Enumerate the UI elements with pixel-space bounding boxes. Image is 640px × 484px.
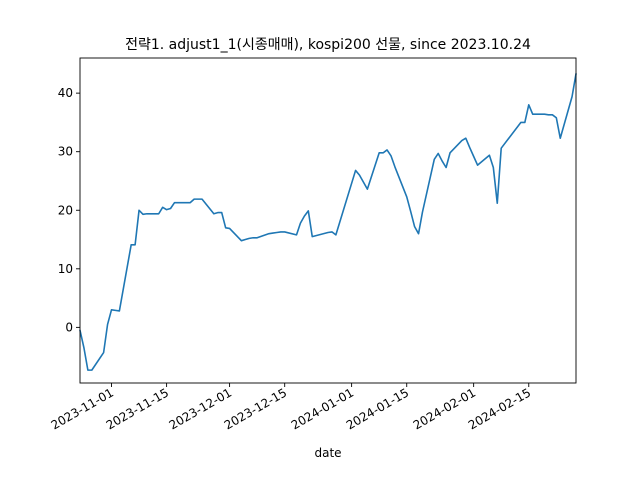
y-tick-label: 0 [65, 320, 73, 334]
y-tick-label: 10 [58, 262, 73, 276]
plot-area [79, 73, 577, 371]
x-axis-label: date [314, 446, 341, 460]
axes-frame [79, 57, 577, 384]
y-tick-label: 30 [58, 145, 73, 159]
chart-title: 전략1. adjust1_1(시종매매), kospi200 선물, since… [125, 37, 531, 53]
y-tick-label: 20 [58, 203, 73, 217]
y-tick-label: 40 [58, 86, 73, 100]
series-line-0 [79, 73, 577, 371]
